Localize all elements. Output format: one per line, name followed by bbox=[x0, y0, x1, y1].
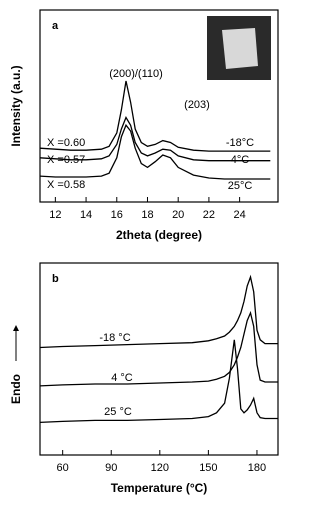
peak-label: (203) bbox=[184, 99, 210, 111]
series-label: 25 °C bbox=[104, 406, 132, 418]
x-axis-title: 2theta (degree) bbox=[116, 228, 202, 242]
y-axis-title: Intensity (a.u.) bbox=[9, 65, 23, 146]
peak-label: (200)/(110) bbox=[109, 68, 163, 80]
x-tick-label: 14 bbox=[80, 209, 92, 221]
curve bbox=[39, 339, 278, 424]
x-axis-title: Temperature (°C) bbox=[111, 481, 208, 495]
series-label: 4°C bbox=[231, 154, 250, 166]
x-tick-label: 16 bbox=[111, 209, 123, 221]
x-tick-label: 20 bbox=[172, 209, 184, 221]
series-label: 4 °C bbox=[111, 372, 133, 384]
series-label: 25°C bbox=[228, 180, 253, 192]
x-tick-label: 120 bbox=[151, 462, 169, 474]
plot-frame bbox=[39, 262, 279, 456]
curve bbox=[39, 274, 278, 349]
x-tick-label: 24 bbox=[233, 209, 245, 221]
curve bbox=[39, 116, 271, 162]
x-tick-label: 180 bbox=[248, 462, 266, 474]
figure: 12 14 16 18 20 22 24 a 2theta (degree) Intensity … bbox=[9, 9, 279, 495]
x-tick-label: 90 bbox=[105, 462, 117, 474]
panel-label: b bbox=[52, 273, 59, 285]
x-tick-label: 12 bbox=[49, 209, 61, 221]
curve bbox=[39, 310, 278, 387]
y-arrow-head bbox=[13, 325, 19, 331]
x-tick-label: 60 bbox=[57, 462, 69, 474]
panel-label: a bbox=[52, 20, 59, 32]
x-tick-label: 18 bbox=[141, 209, 153, 221]
plot-frame bbox=[39, 9, 279, 203]
composition-label: X =0.57 bbox=[47, 154, 85, 166]
curve bbox=[39, 80, 271, 152]
composition-label: X =0.60 bbox=[47, 137, 85, 149]
x-tick-label: 22 bbox=[203, 209, 215, 221]
y-axis-title: Endo bbox=[9, 374, 23, 404]
series-label: -18°C bbox=[226, 137, 254, 149]
x-tick-label: 150 bbox=[199, 462, 217, 474]
inset-film bbox=[222, 28, 258, 69]
curve bbox=[39, 123, 271, 180]
composition-label: X =0.58 bbox=[47, 179, 85, 191]
series-label: -18 °C bbox=[99, 332, 130, 344]
